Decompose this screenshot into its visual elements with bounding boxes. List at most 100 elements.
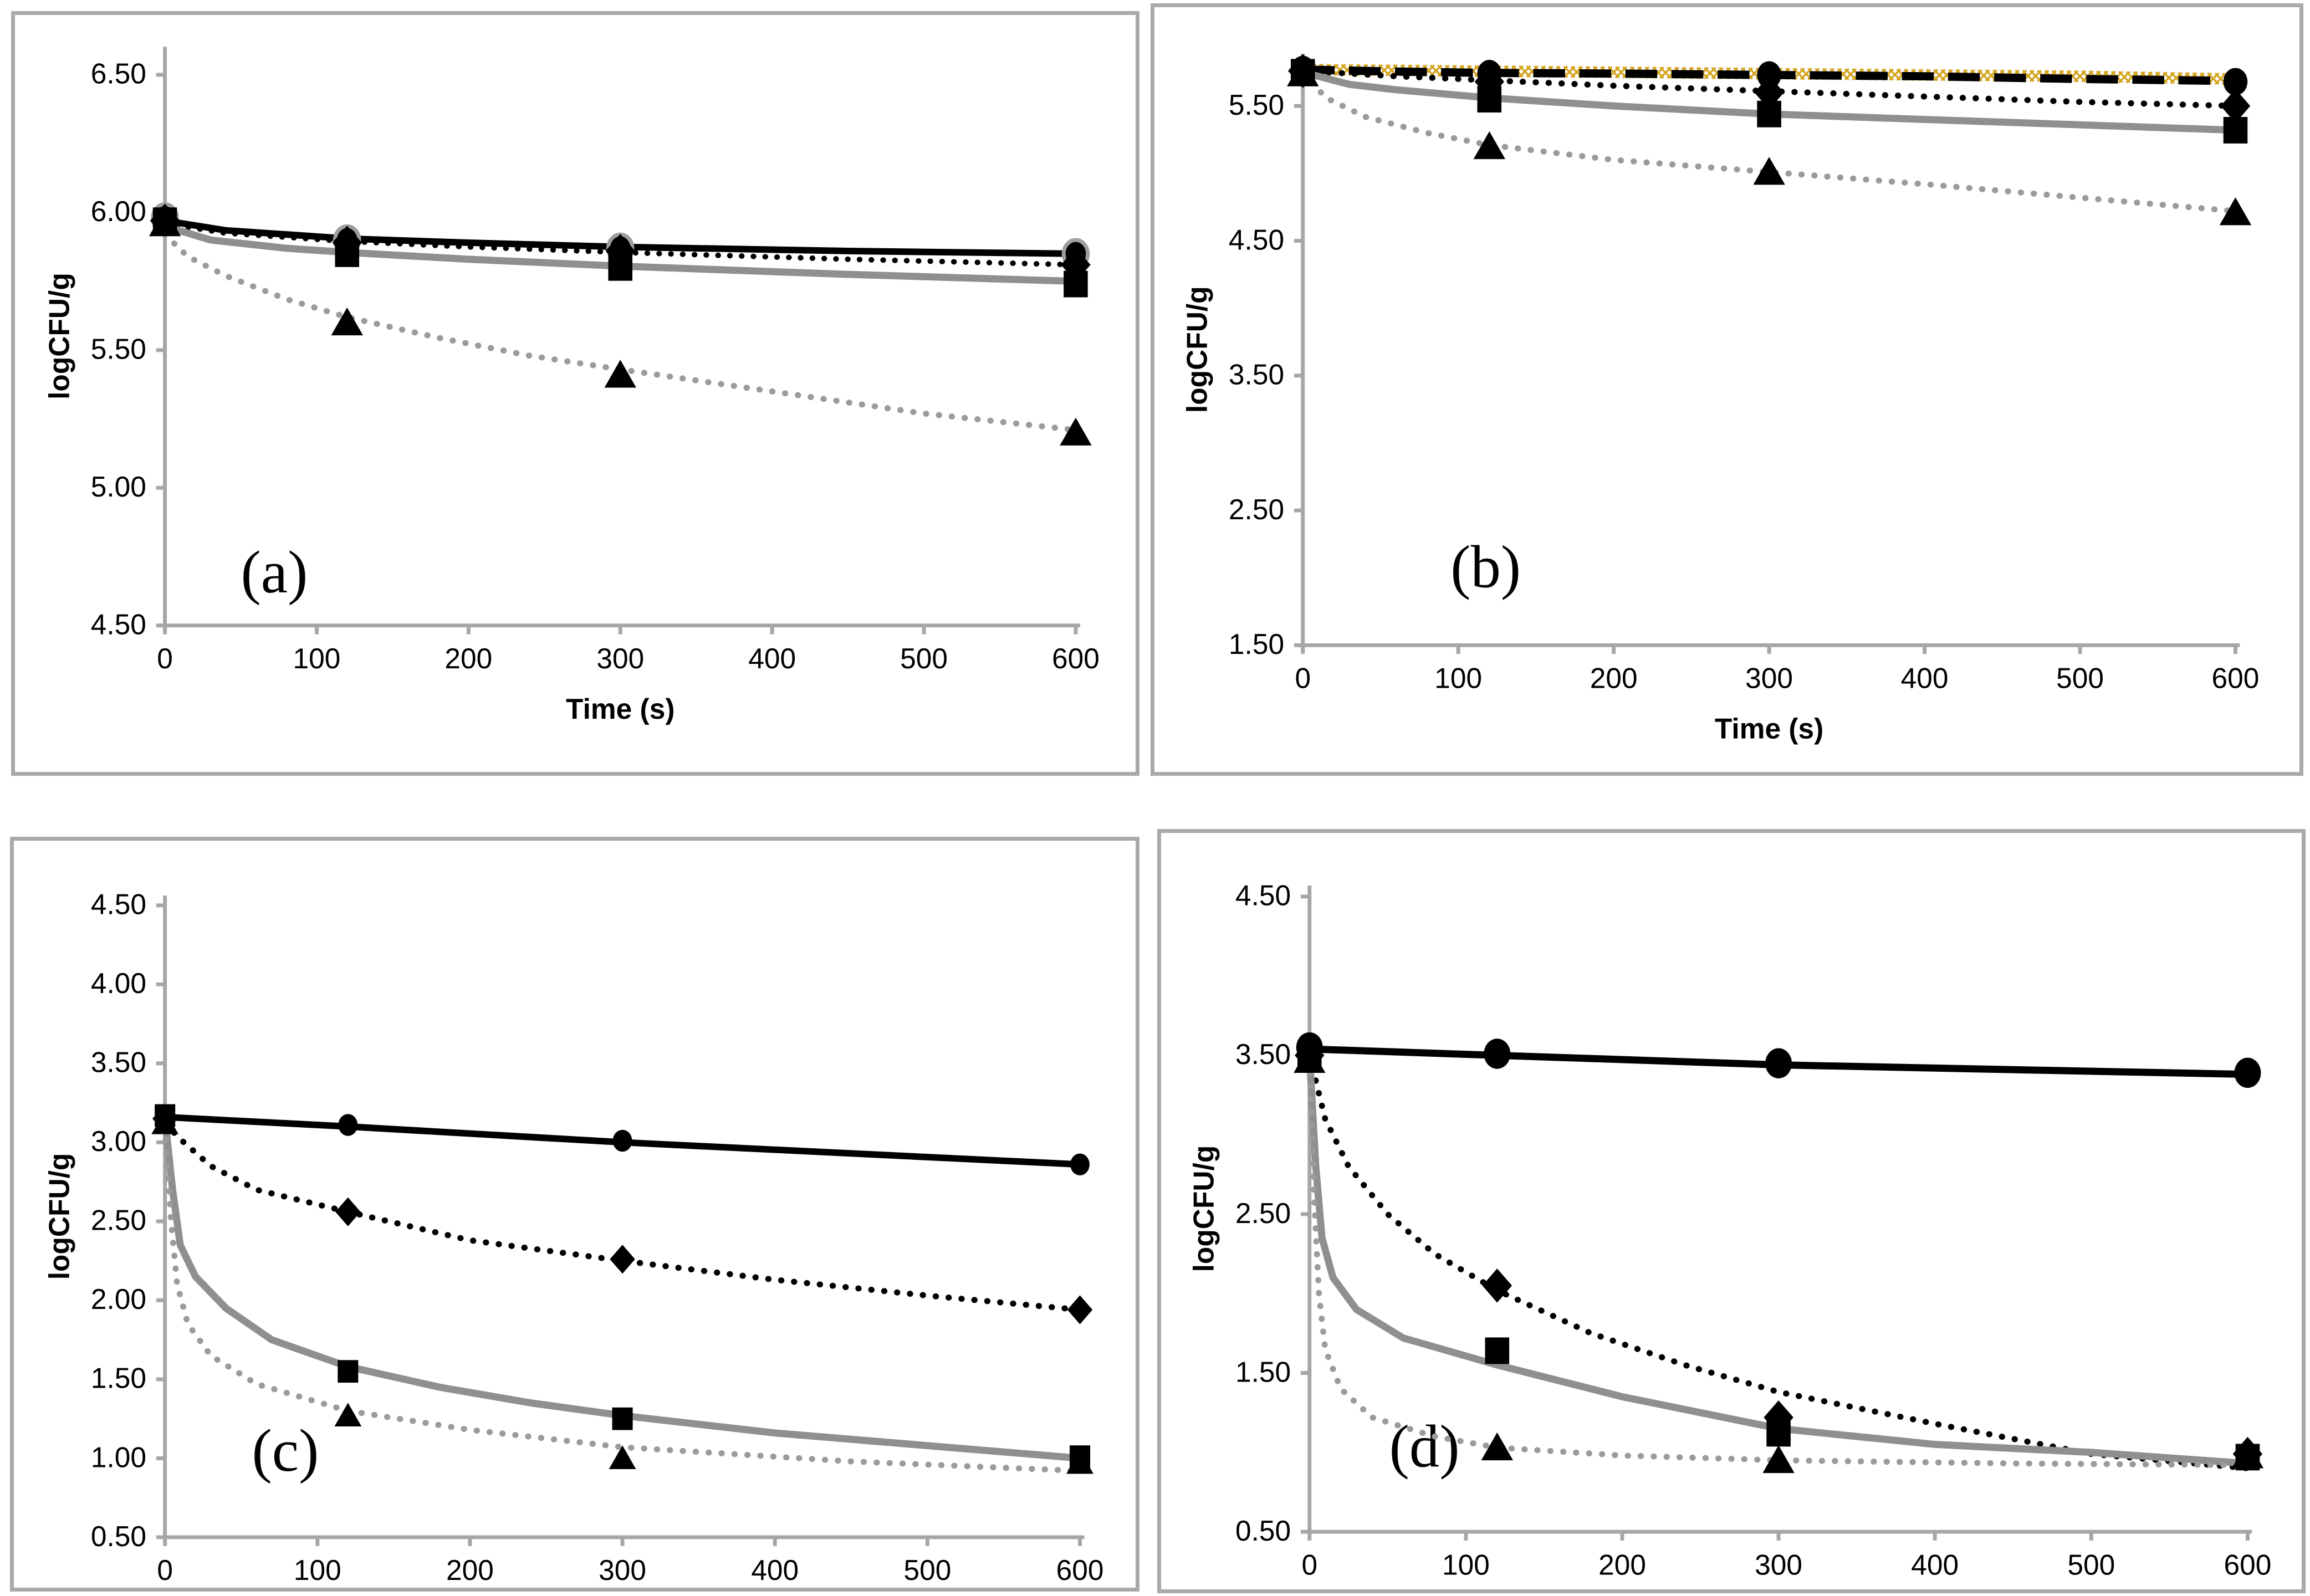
y-tick-label: 3.00 bbox=[91, 1125, 146, 1157]
circle-marker bbox=[612, 1129, 632, 1152]
chart-canvas-c: 0.50 1.00 1.50 2.00 2.50 3.00 3.50 4.00 4.50 0 100… bbox=[43, 888, 1104, 1587]
circle-marker bbox=[1765, 1048, 1792, 1078]
y-tick-label: 1.00 bbox=[91, 1441, 146, 1473]
y-tick-label: 4.50 bbox=[1229, 223, 1284, 255]
chart-canvas-b: 1.50 2.50 3.50 4.50 5.50 0 100 200 300 400 500 600 T… bbox=[1181, 54, 2260, 745]
triangle-marker bbox=[1066, 1450, 1093, 1474]
triangle-marker bbox=[604, 360, 636, 388]
x-tick-label: 600 bbox=[1056, 1554, 1104, 1586]
series-black-solid-circles bbox=[155, 1104, 1090, 1176]
x-axis-title: Time (s) bbox=[566, 693, 674, 725]
series-gray-dotted-triangles bbox=[1294, 1045, 2264, 1474]
x-tick-label: 200 bbox=[444, 642, 492, 674]
panel-letter: (c) bbox=[252, 1417, 319, 1484]
y-axis-title: logCFU/g bbox=[43, 273, 75, 400]
triangle-marker bbox=[151, 1110, 179, 1134]
y-axis-title: logCFU/g bbox=[1181, 286, 1213, 413]
y-tick-label: 5.50 bbox=[1229, 89, 1284, 121]
y-tick-label: 0.50 bbox=[91, 1520, 146, 1552]
square-marker bbox=[1477, 86, 1502, 112]
triangle-marker bbox=[2231, 1440, 2264, 1469]
triangle-marker bbox=[1753, 157, 1785, 185]
chart-panel-b: 1.50 2.50 3.50 4.50 5.50 0 100 200 300 400 500 600 T… bbox=[1151, 3, 2303, 776]
y-tick-label: 6.00 bbox=[91, 195, 146, 227]
series-black-solid-circles bbox=[1296, 1032, 2261, 1088]
x-tick-label: 0 bbox=[157, 642, 173, 674]
x-tick-label: 200 bbox=[446, 1554, 494, 1586]
axes: 1.50 2.50 3.50 4.50 5.50 0 100 200 300 400 500 600 bbox=[1229, 54, 2260, 694]
triangle-marker bbox=[2219, 197, 2252, 226]
x-tick-label: 100 bbox=[293, 642, 341, 674]
axes: 4.50 5.00 5.50 6.00 6.50 0 100 200 300 400 500 600 bbox=[91, 47, 1100, 674]
x-tick-label: 400 bbox=[751, 1554, 799, 1586]
panel-letter: (a) bbox=[241, 539, 308, 606]
square-marker bbox=[612, 1407, 633, 1430]
x-tick-label: 300 bbox=[596, 642, 644, 674]
triangle-marker bbox=[149, 208, 181, 237]
circle-marker bbox=[1484, 1039, 1511, 1069]
chart-canvas-d: 0.501.502.503.504.500100200300400500600T… bbox=[1188, 879, 2272, 1581]
triangle-marker bbox=[1473, 131, 1506, 160]
diamond-marker bbox=[335, 1197, 361, 1226]
y-tick-label: 3.50 bbox=[91, 1046, 146, 1078]
x-tick-label: 300 bbox=[599, 1554, 646, 1586]
diamond-marker bbox=[1482, 1268, 1512, 1303]
square-marker bbox=[608, 254, 633, 281]
y-axis-title: logCFU/g bbox=[1188, 1145, 1220, 1272]
x-tick-label: 600 bbox=[2224, 1548, 2272, 1580]
diamond-marker bbox=[610, 1245, 635, 1274]
x-tick-label: 100 bbox=[294, 1554, 341, 1586]
y-tick-label: 3.50 bbox=[1235, 1038, 1291, 1070]
series-gray-solid-squares bbox=[155, 1104, 1091, 1468]
x-tick-label: 300 bbox=[1755, 1548, 1802, 1580]
x-axis-title: Time (s) bbox=[1715, 713, 1823, 745]
x-tick-label: 600 bbox=[2212, 662, 2260, 694]
y-tick-label: 1.50 bbox=[91, 1362, 146, 1394]
circle-marker bbox=[2223, 68, 2248, 96]
circle-marker bbox=[338, 1114, 358, 1136]
x-tick-label: 300 bbox=[1745, 662, 1793, 694]
y-tick-label: 4.00 bbox=[91, 967, 146, 999]
y-tick-label: 1.50 bbox=[1235, 1355, 1291, 1388]
x-tick-label: 400 bbox=[1901, 662, 1949, 694]
chart-panel-d: 0.501.502.503.504.500100200300400500600T… bbox=[1157, 829, 2306, 1593]
square-marker bbox=[2223, 117, 2248, 144]
triangle-marker bbox=[1294, 1045, 1326, 1073]
x-tick-label: 0 bbox=[1295, 662, 1311, 694]
series-gray-dotted-triangles bbox=[149, 208, 1092, 446]
square-marker bbox=[338, 1360, 359, 1383]
panel-letter: (b) bbox=[1450, 534, 1521, 601]
triangle-marker bbox=[1762, 1445, 1795, 1474]
x-tick-label: 400 bbox=[748, 642, 796, 674]
y-tick-label: 2.00 bbox=[91, 1283, 146, 1315]
x-tick-label: 0 bbox=[1301, 1548, 1317, 1580]
triangle-marker bbox=[331, 307, 363, 336]
series-gray-dotted-triangles bbox=[1287, 58, 2252, 226]
y-tick-label: 5.00 bbox=[91, 470, 146, 503]
axes: 0.50 1.50 2.50 3.50 4.50 0 100 200 300 400 500 600 bbox=[1235, 879, 2271, 1581]
y-tick-label: 4.50 bbox=[91, 608, 146, 641]
y-tick-label: 4.50 bbox=[1235, 879, 1291, 912]
x-tick-label: 400 bbox=[1911, 1548, 1959, 1580]
x-tick-label: 500 bbox=[2056, 662, 2104, 694]
square-marker bbox=[1064, 270, 1088, 298]
square-marker bbox=[1485, 1337, 1510, 1364]
chart-panel-c: 0.50 1.00 1.50 2.00 2.50 3.00 3.50 4.00 4.50 0 100… bbox=[10, 837, 1139, 1592]
x-tick-label: 200 bbox=[1598, 1548, 1646, 1580]
square-marker bbox=[1766, 1420, 1791, 1447]
diamond-marker bbox=[1764, 1400, 1793, 1435]
panel-letter: (d) bbox=[1389, 1413, 1460, 1480]
y-tick-label: 3.50 bbox=[1229, 359, 1284, 391]
triangle-marker bbox=[334, 1403, 362, 1426]
x-tick-label: 500 bbox=[900, 642, 948, 674]
x-tick-label: 500 bbox=[2067, 1548, 2115, 1580]
square-marker bbox=[1757, 100, 1781, 127]
y-tick-label: 5.50 bbox=[91, 333, 146, 365]
y-axis-title: logCFU/g bbox=[43, 1153, 75, 1280]
x-tick-label: 600 bbox=[1052, 642, 1100, 674]
circle-marker bbox=[1070, 1153, 1090, 1176]
x-tick-label: 0 bbox=[157, 1554, 173, 1586]
y-tick-label: 2.50 bbox=[1229, 493, 1284, 525]
x-tick-label: 200 bbox=[1590, 662, 1638, 694]
